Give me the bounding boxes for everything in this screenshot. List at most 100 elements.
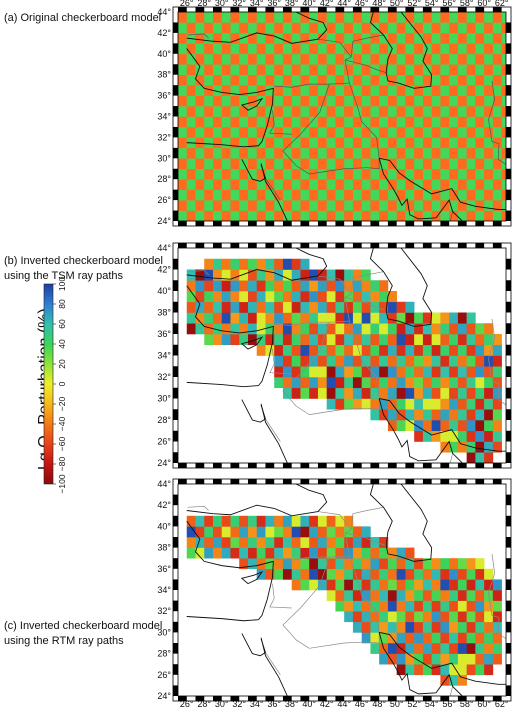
checker-cell	[422, 95, 432, 107]
checker-cell	[309, 200, 319, 211]
checker-cell	[212, 126, 223, 138]
checker-cell	[370, 632, 380, 644]
border-line	[344, 532, 387, 546]
latitude-label: 36°	[157, 91, 171, 101]
checker-cell	[344, 355, 354, 367]
checker-cell	[256, 189, 266, 201]
checker-cell	[274, 126, 284, 138]
checker-cell	[317, 301, 327, 313]
checker-cell	[291, 568, 301, 580]
checker-cell	[440, 420, 450, 432]
checker-cell	[370, 621, 380, 633]
checker-cell	[466, 74, 476, 86]
latitude-label: 34°	[157, 351, 171, 361]
checker-cell	[274, 43, 284, 55]
checker-cell	[265, 22, 275, 34]
checker-cell	[449, 137, 459, 149]
checker-cell	[405, 355, 415, 367]
coastline	[387, 484, 433, 562]
checker-cell	[361, 600, 371, 612]
checker-cell	[361, 168, 371, 180]
checker-cell	[492, 398, 502, 410]
checker-cell	[291, 32, 301, 44]
checker-cell	[475, 558, 485, 570]
border-line	[265, 652, 281, 675]
checker-cell	[256, 323, 266, 335]
checker-cell	[256, 334, 266, 346]
latitude-label: 38°	[157, 308, 171, 318]
checker-cell	[405, 53, 415, 65]
checker-cell	[212, 301, 223, 313]
checker-cell	[239, 95, 249, 107]
checker-cell	[361, 95, 371, 107]
checker-cell	[247, 312, 258, 324]
latitude-label: 28°	[157, 174, 171, 184]
checker-cell	[195, 43, 205, 55]
checker-cell	[431, 632, 441, 644]
coastline	[378, 158, 463, 221]
checker-cell	[475, 632, 485, 644]
checker-cell	[431, 579, 441, 591]
checker-cell	[317, 22, 327, 34]
checker-cell	[265, 568, 275, 580]
checker-cell	[274, 200, 284, 211]
checker-cell	[256, 95, 266, 107]
checker-cell	[457, 568, 467, 580]
checker-cell	[300, 366, 310, 378]
checker-cell	[449, 74, 459, 86]
checker-cell	[466, 590, 476, 601]
checker-cell	[335, 126, 345, 138]
checker-cell	[195, 12, 205, 23]
checker-cell	[335, 210, 345, 221]
checker-cell	[178, 85, 188, 96]
checker-cell	[212, 137, 223, 149]
checker-cell	[431, 126, 441, 138]
border-line	[488, 318, 506, 406]
checker-cell	[501, 32, 506, 44]
checker-cell	[247, 269, 258, 281]
checker-cell	[282, 64, 293, 75]
checker-cell	[247, 106, 258, 117]
checker-cell	[326, 147, 336, 159]
checker-cell	[282, 526, 293, 538]
checker-cell	[466, 398, 476, 410]
checker-cell	[326, 126, 336, 138]
checker-cell	[282, 189, 293, 201]
checker-cell	[335, 280, 345, 292]
checker-cell	[326, 590, 336, 601]
checker-cell	[265, 301, 275, 313]
checker-cell	[256, 53, 266, 65]
checker-cell	[282, 147, 293, 159]
checker-cell	[291, 537, 301, 548]
checker-cell	[414, 579, 424, 591]
checker-cell	[396, 653, 406, 665]
cyprus-outline	[240, 570, 264, 585]
checker-cell	[431, 158, 441, 170]
checker-cell	[309, 269, 319, 281]
checker-cell	[274, 64, 284, 75]
checker-cell	[414, 632, 424, 644]
checker-cell	[335, 537, 345, 548]
checker-cell	[457, 22, 467, 34]
checker-cell	[457, 158, 467, 170]
latitude-labels: 44°42°40°38°36°34°32°30°28°26°24°	[157, 479, 171, 701]
checker-cell	[352, 74, 362, 86]
checker-cell	[344, 344, 354, 356]
checker-cell	[274, 53, 284, 65]
checker-cell	[300, 53, 310, 65]
checker-cell	[475, 85, 485, 96]
checker-cell	[204, 537, 214, 548]
checker-cell	[274, 22, 284, 34]
border-line	[366, 632, 380, 644]
checker-cell	[326, 95, 336, 107]
checker-cell	[344, 116, 354, 128]
coastline	[186, 484, 328, 517]
checker-cell	[387, 200, 397, 211]
checker-cell	[335, 312, 345, 324]
checker-cell	[405, 653, 415, 665]
coastlines	[186, 248, 506, 463]
checker-cell	[300, 12, 310, 23]
checker-cell	[361, 179, 371, 190]
checker-cell	[370, 398, 380, 410]
checker-cell	[221, 85, 231, 96]
